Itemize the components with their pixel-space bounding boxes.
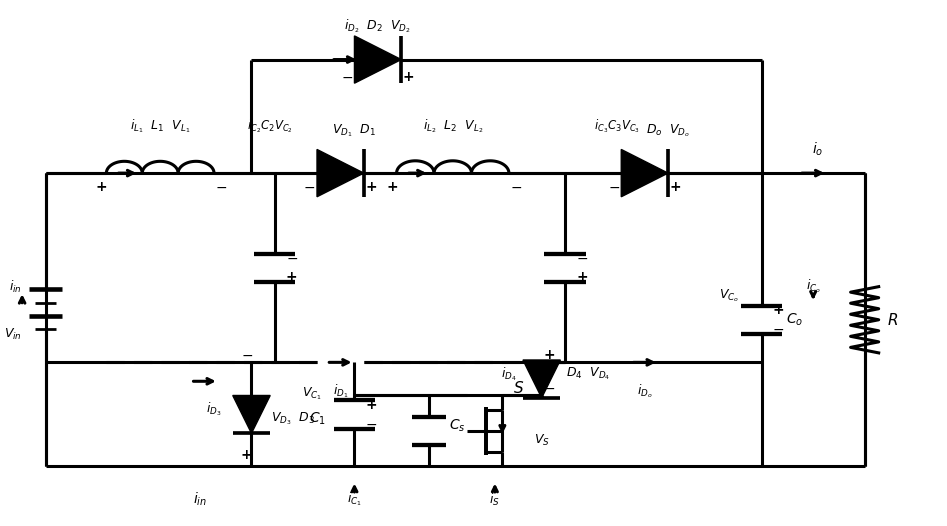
Text: +: + — [402, 69, 415, 84]
Text: $-$: $-$ — [341, 69, 353, 84]
Text: $i_S$: $i_S$ — [490, 491, 500, 508]
Text: $V_{D_3}$  $D_3$: $V_{D_3}$ $D_3$ — [272, 411, 315, 428]
Text: $-$: $-$ — [543, 381, 555, 395]
Text: $-$: $-$ — [241, 348, 253, 362]
Text: +: + — [544, 348, 555, 362]
Text: $i_{D_3}$: $i_{D_3}$ — [206, 401, 222, 419]
Text: $i_{D_2}$  $D_2$  $V_{D_2}$: $i_{D_2}$ $D_2$ $V_{D_2}$ — [345, 18, 411, 35]
Polygon shape — [354, 36, 402, 83]
Polygon shape — [233, 396, 270, 433]
Text: +: + — [576, 270, 588, 284]
Text: $i_{C_1}$: $i_{C_1}$ — [347, 491, 362, 508]
Text: $i_{L_1}$  $L_1$  $V_{L_1}$: $i_{L_1}$ $L_1$ $V_{L_1}$ — [130, 117, 190, 135]
Text: $-$: $-$ — [608, 180, 620, 194]
Text: $i_{D_o}$: $i_{D_o}$ — [636, 382, 652, 400]
Text: $V_{D_1}$  $D_1$: $V_{D_1}$ $D_1$ — [332, 122, 377, 139]
Text: +: + — [96, 180, 108, 194]
Text: $V_{C_1}$: $V_{C_1}$ — [302, 386, 322, 402]
Text: $V_S$: $V_S$ — [534, 433, 549, 448]
Text: $i_{C_o}$: $i_{C_o}$ — [806, 278, 821, 296]
Text: $V_{in}$: $V_{in}$ — [4, 327, 22, 341]
Text: $i_{D_1}$: $i_{D_1}$ — [332, 382, 348, 400]
Polygon shape — [621, 149, 668, 197]
Polygon shape — [523, 360, 561, 398]
Text: $D_o$  $V_{D_o}$: $D_o$ $V_{D_o}$ — [646, 122, 690, 139]
Text: +: + — [773, 304, 784, 317]
Text: +: + — [241, 448, 253, 462]
Text: $i_{D_4}$: $i_{D_4}$ — [501, 366, 517, 383]
Text: $-$: $-$ — [366, 417, 377, 431]
Text: $i_{C_3}C_3V_{C_3}$: $i_{C_3}C_3V_{C_3}$ — [594, 117, 639, 135]
Text: +: + — [366, 180, 377, 194]
Text: $C_1$: $C_1$ — [309, 411, 326, 427]
Text: $-$: $-$ — [286, 251, 297, 265]
Text: $C_o$: $C_o$ — [786, 311, 803, 328]
Text: +: + — [286, 270, 297, 284]
Text: +: + — [670, 180, 681, 194]
Text: $D_4$  $V_{D_4}$: $D_4$ $V_{D_4}$ — [566, 366, 611, 382]
Text: $R$: $R$ — [887, 312, 899, 328]
Polygon shape — [317, 149, 364, 197]
Text: +: + — [386, 180, 398, 194]
Text: $i_{C_2}C_2V_{C_2}$: $i_{C_2}C_2V_{C_2}$ — [247, 117, 294, 135]
Text: $i_{in}$: $i_{in}$ — [193, 491, 207, 508]
Text: $-$: $-$ — [773, 322, 785, 336]
Text: $-$: $-$ — [510, 180, 523, 194]
Text: +: + — [366, 398, 377, 412]
Text: $S$: $S$ — [512, 380, 524, 396]
Text: $-$: $-$ — [576, 251, 588, 265]
Text: $C_s$: $C_s$ — [449, 418, 466, 434]
Text: $-$: $-$ — [303, 180, 315, 194]
Text: $i_o$: $i_o$ — [813, 141, 824, 158]
Text: $-$: $-$ — [215, 180, 227, 194]
Text: $V_{C_o}$: $V_{C_o}$ — [719, 288, 739, 305]
Text: $i_{L_2}$  $L_2$  $V_{L_2}$: $i_{L_2}$ $L_2$ $V_{L_2}$ — [422, 117, 483, 135]
Text: $i_{in}$: $i_{in}$ — [9, 279, 22, 295]
